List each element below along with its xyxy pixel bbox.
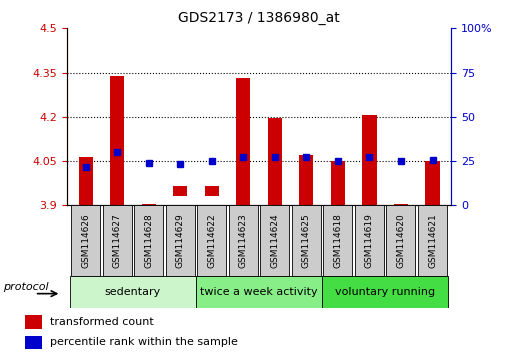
- Bar: [229, 205, 258, 276]
- Text: GSM114619: GSM114619: [365, 213, 374, 268]
- Text: GSM114629: GSM114629: [176, 213, 185, 268]
- Bar: [331, 161, 345, 205]
- Text: GSM114622: GSM114622: [207, 213, 216, 268]
- Text: GSM114621: GSM114621: [428, 213, 437, 268]
- Bar: [394, 204, 408, 205]
- Bar: [71, 205, 100, 276]
- Bar: [268, 118, 282, 205]
- Bar: [260, 205, 289, 276]
- Text: GSM114623: GSM114623: [239, 213, 248, 268]
- Bar: [418, 205, 447, 276]
- Bar: [25, 315, 42, 329]
- Text: GSM114618: GSM114618: [333, 213, 342, 268]
- Bar: [103, 205, 132, 276]
- Text: percentile rank within the sample: percentile rank within the sample: [50, 337, 238, 348]
- Text: twice a week activity: twice a week activity: [200, 287, 318, 297]
- Text: GSM114628: GSM114628: [144, 213, 153, 268]
- Bar: [70, 276, 196, 308]
- Text: GSM114620: GSM114620: [397, 213, 405, 268]
- Text: transformed count: transformed count: [50, 317, 153, 327]
- Bar: [196, 276, 322, 308]
- Bar: [25, 336, 42, 349]
- Text: GSM114627: GSM114627: [113, 213, 122, 268]
- Bar: [198, 205, 226, 276]
- Bar: [236, 79, 250, 205]
- Bar: [362, 115, 377, 205]
- Text: GSM114624: GSM114624: [270, 213, 280, 268]
- Bar: [134, 205, 163, 276]
- Bar: [292, 205, 321, 276]
- Bar: [425, 161, 440, 205]
- Bar: [299, 155, 313, 205]
- Text: GSM114625: GSM114625: [302, 213, 311, 268]
- Text: GSM114626: GSM114626: [81, 213, 90, 268]
- Text: sedentary: sedentary: [105, 287, 161, 297]
- Bar: [78, 156, 93, 205]
- Text: voluntary running: voluntary running: [335, 287, 435, 297]
- Title: GDS2173 / 1386980_at: GDS2173 / 1386980_at: [178, 11, 340, 24]
- Bar: [322, 276, 448, 308]
- Bar: [205, 186, 219, 196]
- Bar: [386, 205, 416, 276]
- Bar: [323, 205, 352, 276]
- Bar: [173, 186, 187, 196]
- Bar: [142, 204, 156, 205]
- Bar: [110, 75, 124, 205]
- Bar: [355, 205, 384, 276]
- Text: protocol: protocol: [3, 282, 49, 292]
- Bar: [166, 205, 195, 276]
